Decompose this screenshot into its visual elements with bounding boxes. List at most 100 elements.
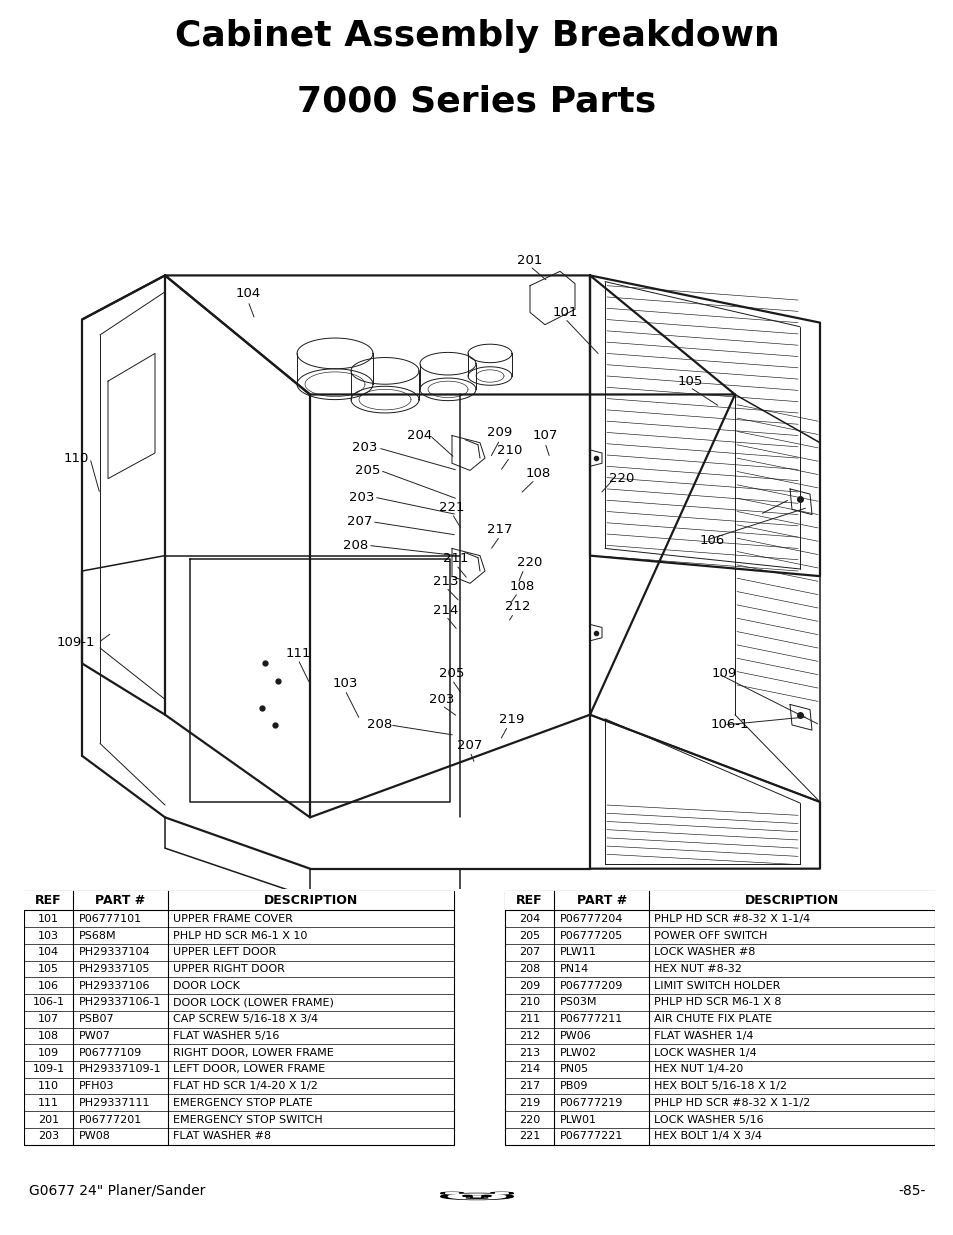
Text: PHLP HD SCR M6-1 X 8: PHLP HD SCR M6-1 X 8: [654, 998, 781, 1008]
Text: PLW02: PLW02: [559, 1047, 597, 1057]
Text: PH29337111: PH29337111: [79, 1098, 151, 1108]
Text: PLW01: PLW01: [559, 1114, 597, 1125]
Text: 212: 212: [518, 1031, 539, 1041]
Text: 212: 212: [505, 600, 530, 614]
Text: HEX BOLT 5/16-18 X 1/2: HEX BOLT 5/16-18 X 1/2: [654, 1081, 786, 1091]
Text: 108: 108: [38, 1031, 59, 1041]
Circle shape: [440, 1193, 513, 1199]
Text: 109: 109: [38, 1047, 59, 1057]
Text: 205: 205: [355, 464, 380, 477]
Text: 105: 105: [677, 374, 702, 388]
Text: CAP SCREW 5/16-18 X 3/4: CAP SCREW 5/16-18 X 3/4: [173, 1014, 318, 1024]
Text: P06777109: P06777109: [79, 1047, 142, 1057]
Text: 205: 205: [518, 930, 539, 941]
Text: PFH03: PFH03: [79, 1081, 114, 1091]
Text: -85-: -85-: [897, 1184, 924, 1198]
Text: UPPER RIGHT DOOR: UPPER RIGHT DOOR: [173, 965, 285, 974]
Text: P06777201: P06777201: [79, 1114, 142, 1125]
Text: 214: 214: [518, 1065, 539, 1074]
Text: PSB07: PSB07: [79, 1014, 114, 1024]
Text: 104: 104: [38, 947, 59, 957]
Text: DESCRIPTION: DESCRIPTION: [744, 894, 839, 906]
Text: 111: 111: [285, 647, 311, 659]
Text: AIR CHUTE FIX PLATE: AIR CHUTE FIX PLATE: [654, 1014, 772, 1024]
Text: PW06: PW06: [559, 1031, 591, 1041]
Text: PLW11: PLW11: [559, 947, 597, 957]
Text: PART #: PART #: [95, 894, 146, 906]
Text: PHLP HD SCR #8-32 X 1-1/4: PHLP HD SCR #8-32 X 1-1/4: [654, 914, 810, 924]
Text: HEX BOLT 1/4 X 3/4: HEX BOLT 1/4 X 3/4: [654, 1131, 761, 1141]
Text: PW08: PW08: [79, 1131, 111, 1141]
Text: DESCRIPTION: DESCRIPTION: [263, 894, 357, 906]
Text: P06777204: P06777204: [559, 914, 622, 924]
Text: 103: 103: [38, 930, 59, 941]
Text: PB09: PB09: [559, 1081, 588, 1091]
Text: 110: 110: [38, 1081, 59, 1091]
Text: 106-1: 106-1: [32, 998, 65, 1008]
Text: LOCK WASHER 5/16: LOCK WASHER 5/16: [654, 1114, 763, 1125]
Text: DOOR LOCK (LOWER FRAME): DOOR LOCK (LOWER FRAME): [173, 998, 334, 1008]
Text: 220: 220: [518, 1114, 539, 1125]
Bar: [504, 890, 934, 910]
Text: P06777221: P06777221: [559, 1131, 622, 1141]
Text: 109: 109: [711, 667, 736, 680]
Text: Cabinet Assembly Breakdown: Cabinet Assembly Breakdown: [174, 20, 779, 53]
Text: 211: 211: [518, 1014, 539, 1024]
Text: 220: 220: [517, 556, 542, 569]
Text: 203: 203: [429, 693, 455, 706]
Text: LIMIT SWITCH HOLDER: LIMIT SWITCH HOLDER: [654, 981, 780, 990]
Text: P06777101: P06777101: [79, 914, 142, 924]
Text: RIGHT DOOR, LOWER FRAME: RIGHT DOOR, LOWER FRAME: [173, 1047, 334, 1057]
Text: LOCK WASHER 1/4: LOCK WASHER 1/4: [654, 1047, 757, 1057]
Text: 204: 204: [518, 914, 539, 924]
Text: EMERGENCY STOP PLATE: EMERGENCY STOP PLATE: [173, 1098, 313, 1108]
Text: 208: 208: [518, 965, 539, 974]
Text: 201: 201: [38, 1114, 59, 1125]
Text: 201: 201: [517, 253, 542, 267]
Text: 109-1: 109-1: [32, 1065, 65, 1074]
Text: 207: 207: [518, 947, 539, 957]
Text: PHLP HD SCR M6-1 X 10: PHLP HD SCR M6-1 X 10: [173, 930, 308, 941]
Text: REF: REF: [516, 894, 542, 906]
Text: LOCK WASHER #8: LOCK WASHER #8: [654, 947, 755, 957]
Text: 203: 203: [38, 1131, 59, 1141]
Bar: [504, 890, 934, 1145]
Text: 106: 106: [38, 981, 59, 990]
Text: 217: 217: [518, 1081, 539, 1091]
Bar: [24, 890, 454, 1145]
Text: UPPER LEFT DOOR: UPPER LEFT DOOR: [173, 947, 276, 957]
Text: PW07: PW07: [79, 1031, 111, 1041]
Text: 106-1: 106-1: [710, 719, 748, 731]
Text: P06777209: P06777209: [559, 981, 622, 990]
Text: 209: 209: [518, 981, 539, 990]
Text: 111: 111: [38, 1098, 59, 1108]
Text: 104: 104: [235, 288, 260, 300]
Text: 214: 214: [433, 604, 458, 616]
Circle shape: [490, 1192, 513, 1194]
Circle shape: [448, 1194, 505, 1199]
Text: 105: 105: [38, 965, 59, 974]
Text: G0677 24" Planer/Sander: G0677 24" Planer/Sander: [29, 1184, 205, 1198]
Text: 204: 204: [407, 429, 432, 442]
Text: POWER OFF SWITCH: POWER OFF SWITCH: [654, 930, 767, 941]
Text: HEX NUT #8-32: HEX NUT #8-32: [654, 965, 741, 974]
Text: 208: 208: [343, 538, 368, 552]
Text: 101: 101: [38, 914, 59, 924]
Text: 7000 Series Parts: 7000 Series Parts: [297, 84, 656, 119]
Text: 207: 207: [347, 515, 373, 529]
Bar: [24, 890, 454, 910]
Text: 211: 211: [443, 552, 468, 566]
Text: 208: 208: [367, 719, 393, 731]
Text: 221: 221: [518, 1131, 539, 1141]
Text: 108: 108: [509, 580, 534, 593]
Text: 221: 221: [438, 501, 464, 514]
Text: 209: 209: [487, 426, 512, 438]
Text: PH29337106: PH29337106: [79, 981, 151, 990]
Text: PS03M: PS03M: [559, 998, 597, 1008]
Text: 220: 220: [609, 472, 634, 485]
Text: 101: 101: [552, 306, 578, 319]
Text: 217: 217: [487, 524, 512, 536]
Text: 203: 203: [349, 490, 375, 504]
Text: REF: REF: [35, 894, 62, 906]
Text: 213: 213: [518, 1047, 539, 1057]
